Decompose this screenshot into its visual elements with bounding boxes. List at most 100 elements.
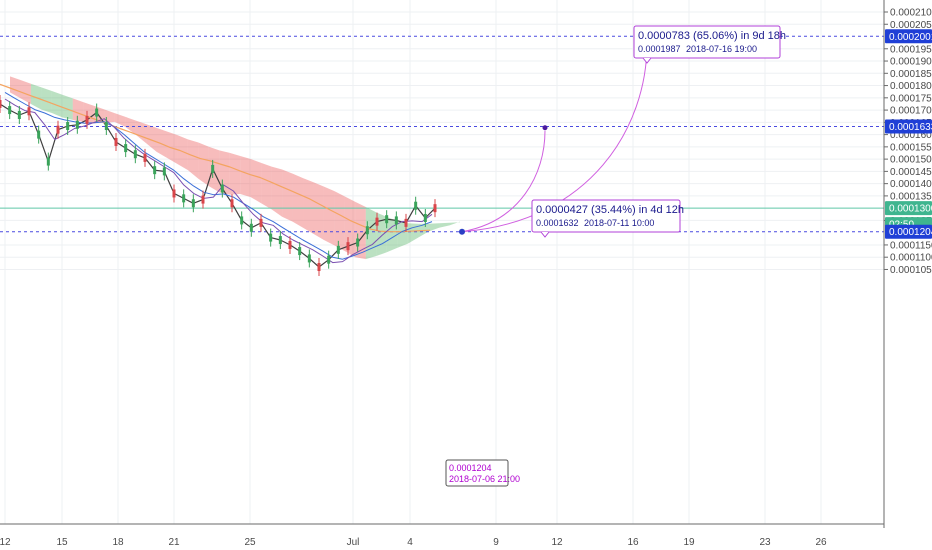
time-tick-label: 16 [627, 537, 639, 548]
cloud-segment [303, 178, 314, 234]
time-tick-label: 18 [112, 537, 124, 548]
cloud-segment [229, 152, 241, 195]
candle-body [182, 194, 186, 203]
price-badge-top [885, 29, 932, 44]
projection-price: 0.0001632 [536, 218, 579, 228]
candle-body [269, 233, 273, 242]
cloud-segment [198, 142, 209, 187]
candle-body [191, 199, 195, 208]
candle-body [46, 157, 50, 166]
candle-body [8, 106, 12, 115]
time-tick-label: 12 [551, 537, 563, 548]
candle-body [124, 144, 128, 153]
price-badge-low [885, 224, 932, 239]
cloud-segment [135, 120, 147, 144]
horizontal-levels [0, 35, 884, 233]
candle-body [317, 263, 321, 272]
price-badge-low-text: 0.0001204 [889, 227, 932, 238]
anchor-label-date: 2018-07-06 21:00 [449, 474, 520, 484]
candle-body [240, 216, 244, 225]
anchor-label-price: 0.0001204 [449, 463, 492, 473]
cloud-segment [344, 196, 356, 258]
candle-body [336, 245, 340, 254]
price-badge-top-text: 0.0002001 [889, 32, 932, 43]
series-line-0 [0, 103, 436, 268]
projection-box [633, 25, 781, 59]
candle-body [249, 223, 253, 232]
cloud-segment [271, 166, 283, 217]
price-tick-label: 0.0001150 [890, 240, 932, 251]
cloud-segment [177, 135, 188, 171]
candle-body [153, 166, 157, 175]
candle-body [75, 120, 79, 129]
cloud-segment [10, 76, 21, 99]
cloud-segment [146, 124, 157, 152]
projection-annotations: 0.0000427 (35.44%) in 4d 12h 0.0001632 201… [445, 25, 786, 487]
candle-body [85, 115, 89, 124]
projection-headline: 0.0000427 (35.44%) in 4d 12h [536, 204, 684, 216]
cloud-segment [428, 223, 440, 232]
cloud-segment [104, 109, 115, 123]
cloud-segment [187, 139, 199, 179]
time-tick-label: 26 [815, 537, 827, 548]
price-axis: 0.00021000.00020500.00019500.00019000.00… [883, 0, 932, 528]
candle-body [162, 167, 166, 176]
projection-curve [461, 43, 648, 233]
candle-body [259, 218, 263, 227]
candle-body [230, 199, 234, 208]
chart-grid [0, 0, 884, 524]
candle-body [27, 107, 31, 116]
cloud-segment [439, 222, 450, 228]
candle-body [66, 122, 70, 131]
candle-body [414, 201, 418, 210]
projection-endpoint [542, 125, 548, 131]
cloud-segment [292, 173, 304, 228]
candle-body [298, 247, 302, 256]
price-badge-mid [885, 119, 932, 134]
candle-body [385, 215, 389, 224]
candle-body [0, 99, 2, 108]
cloud-segment [125, 116, 136, 135]
cloud-segment [334, 191, 345, 252]
candle-body [211, 164, 215, 173]
time-tick-label: 4 [407, 537, 413, 548]
candle-body [104, 122, 108, 131]
cloud-segment [41, 87, 52, 114]
cloud-segment [261, 162, 272, 210]
candle-wicks [0, 94, 437, 277]
candle-body [356, 238, 360, 247]
projection-box-pointer [642, 57, 652, 64]
time-tick-label: 9 [493, 537, 499, 548]
cloud-segment [114, 113, 126, 127]
candle-body [327, 255, 331, 264]
cloud-segment [282, 169, 293, 222]
candle-body [278, 236, 282, 245]
candle-body [307, 254, 311, 263]
anchor-label-box [445, 459, 509, 487]
candle-body [201, 195, 205, 204]
cloud-segment [313, 182, 324, 241]
series-line-1 [0, 83, 431, 233]
candle-body [172, 189, 176, 198]
cloud-segment [240, 156, 251, 198]
projection-date: 2018-07-11 10:00 [584, 218, 654, 228]
cloud-segment [156, 127, 167, 158]
time-tick-label: 21 [168, 537, 180, 548]
candle-body [143, 153, 147, 162]
candle-body [288, 240, 292, 249]
projection-curve [461, 130, 546, 233]
candle-body [37, 130, 41, 139]
candle-body [423, 213, 427, 222]
price-badge-mid-text: 0.0001633 [889, 122, 932, 133]
